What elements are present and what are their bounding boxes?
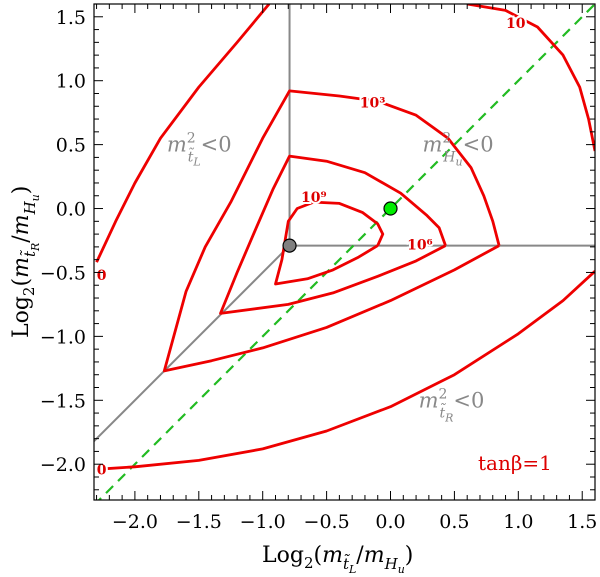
contour-line-4-0 [95,4,271,263]
x-tick-label: 0.5 [439,511,469,533]
y-tick-label: 1.0 [56,71,86,93]
y-tick-label: −2.0 [40,454,86,476]
axis-title-text: Log2(mt̃R/mHu) [9,186,42,338]
x-tick-label: −1.0 [240,511,286,533]
plot-frame [93,3,596,501]
contour-line-0-0 [274,200,385,286]
boundary-line-diagonal [94,244,291,442]
axis-title-text: Log2(mt̃L/mHu) [262,543,413,576]
y-tick-label: −1.5 [40,390,86,412]
contour-label: 0 [97,462,107,478]
contour-line-4-1 [96,270,595,471]
contour-line-3-0 [466,4,595,152]
y-tick-label: 1.5 [56,7,86,29]
plot-area [94,4,595,500]
green-point [383,201,398,216]
x-tick-label: −2.0 [112,511,158,533]
contour-label: 0 [97,268,107,284]
region-label: m2 t̃L<0 [167,131,232,169]
contour-line-1-0 [219,154,447,315]
contour-label: 10⁹ [301,190,327,206]
contour-line-2-0 [162,89,501,373]
contour-labels: 10⁹ 10⁶ 10³ 10 0 0 m2 t̃L<0 m2 Hu<0 m2 t̃R<0 [95,14,528,480]
y-axis-title: Log2(mt̃R/mHu) [9,186,42,338]
contour-label: 10³ [360,95,386,111]
y-tick-label: −1.0 [40,326,86,348]
x-tick-label: −1.5 [176,511,222,533]
gray-point [282,238,297,253]
y-tick-label: −0.5 [40,262,86,284]
axes: −2.0 −1.5 −1.0 −0.5 0.0 0.5 1.0 1.5 −2.0 −1.5 −1.0… [40,3,597,533]
y-tick-label: 0.5 [56,135,86,157]
x-tick-label: 1.5 [567,511,597,533]
y-tick-label: 0.0 [56,199,86,221]
contour-label: 10 [506,16,526,32]
diagonal-dashed-line [97,4,595,500]
region-label: m2 Hu<0 [422,131,493,169]
x-tick-label: 1.0 [503,511,533,533]
x-tick-label: −0.5 [304,511,350,533]
x-axis-title: Log2(mt̃L/mHu) [262,543,413,576]
tan-beta-annotation: tanβ=1 [478,451,552,475]
region-label: m2 t̃R<0 [419,386,485,424]
contour-label: 10⁶ [407,237,433,253]
x-tick-label: 0.0 [375,511,405,533]
